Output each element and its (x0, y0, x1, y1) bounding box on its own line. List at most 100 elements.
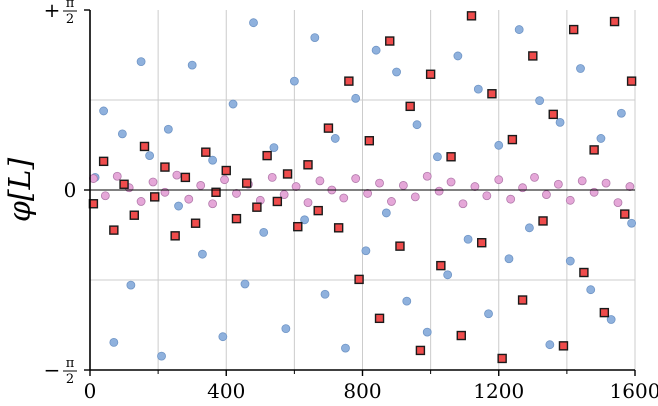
point-pink (613, 198, 623, 208)
point-red-square (282, 169, 293, 179)
point-blue (269, 143, 279, 153)
point-pink (470, 182, 480, 191)
point-pink (112, 171, 122, 181)
point-red-square (150, 192, 160, 202)
point-pink (601, 178, 611, 188)
x-tick-label: 400 (207, 379, 245, 403)
x-tick-label: 1600 (610, 379, 658, 403)
point-blue (289, 76, 299, 86)
point-pink (375, 178, 384, 188)
point-blue (371, 45, 381, 55)
point-blue (163, 124, 173, 134)
point-red-square (497, 353, 507, 364)
point-blue (596, 134, 606, 143)
point-pink (148, 177, 158, 187)
y-tick-numerator: π (66, 356, 75, 371)
point-blue (117, 129, 127, 139)
point-red-square (579, 267, 589, 278)
point-blue (126, 280, 136, 290)
point-red-square (599, 307, 610, 318)
point-pink (196, 181, 206, 190)
point-blue (240, 279, 250, 289)
point-blue (514, 25, 524, 34)
point-pink (542, 190, 551, 199)
tick-labels: 0 400 800 1200 1600+ π20− π2 (44, 0, 658, 403)
point-red-square (231, 213, 242, 224)
point-red-square (374, 313, 385, 324)
point-pink (267, 172, 277, 182)
point-red-square (303, 160, 313, 170)
point-pink (422, 171, 432, 181)
point-pink (208, 199, 218, 209)
point-red-square (201, 147, 211, 157)
y-tick-label: 0 (64, 178, 77, 202)
point-pink (100, 191, 110, 201)
point-red-square (548, 109, 558, 120)
point-pink (565, 195, 575, 205)
point-blue (281, 324, 291, 334)
point-red-square (385, 36, 395, 46)
y-tick-sign: + (44, 0, 61, 22)
point-blue (228, 99, 238, 109)
point-blue (157, 351, 166, 361)
point-blue (341, 343, 350, 353)
point-blue (545, 340, 555, 350)
point-red-square (293, 221, 303, 232)
point-blue (412, 120, 422, 130)
point-blue (361, 246, 371, 256)
point-blue (525, 223, 534, 233)
point-pink (625, 182, 635, 191)
point-red-square (221, 165, 231, 176)
point-blue (145, 151, 155, 161)
point-blue (453, 51, 463, 61)
point-red-square (558, 341, 569, 351)
point-blue (351, 93, 361, 103)
point-red-square (160, 162, 170, 172)
point-blue (310, 33, 320, 42)
point-blue (494, 140, 504, 150)
point-red-square (313, 205, 323, 216)
point-blue (136, 57, 146, 67)
point-red-square (344, 76, 354, 86)
point-pink (410, 192, 420, 202)
point-blue (586, 285, 596, 295)
point-red-square (211, 187, 221, 197)
point-pink (398, 181, 408, 190)
point-red-square (568, 24, 579, 35)
point-blue (473, 84, 483, 94)
point-blue (198, 249, 207, 259)
y-axis-label: φ[L] (3, 158, 38, 223)
point-blue (208, 155, 218, 165)
x-tick-label: 1200 (473, 379, 524, 403)
x-tick-label: 800 (343, 379, 381, 403)
point-red-square (589, 145, 599, 155)
point-red-square (272, 196, 283, 207)
point-pink (136, 197, 146, 206)
point-pink (291, 182, 301, 191)
point-blue (187, 60, 197, 70)
point-red-square (415, 345, 426, 356)
point-blue (99, 106, 109, 116)
point-red-square (528, 51, 538, 61)
point-blue (300, 215, 309, 225)
point-red-square (262, 150, 272, 161)
point-blue (320, 289, 330, 299)
point-red-square (241, 178, 252, 188)
point-pink (518, 183, 527, 193)
point-blue (576, 64, 585, 73)
point-pink (577, 176, 587, 186)
point-red-square (354, 274, 364, 285)
point-red-square (538, 216, 548, 226)
point-pink (351, 174, 361, 183)
point-red-square (446, 152, 456, 162)
y-tick-denominator: 2 (66, 12, 74, 27)
point-blue (606, 315, 616, 324)
point-red-square (507, 134, 518, 145)
point-blue (627, 218, 636, 228)
point-red-square (109, 225, 119, 235)
point-pink (184, 194, 194, 204)
x-tick-label: 0 (84, 379, 97, 403)
point-blue (535, 96, 545, 106)
point-blue (381, 208, 391, 218)
